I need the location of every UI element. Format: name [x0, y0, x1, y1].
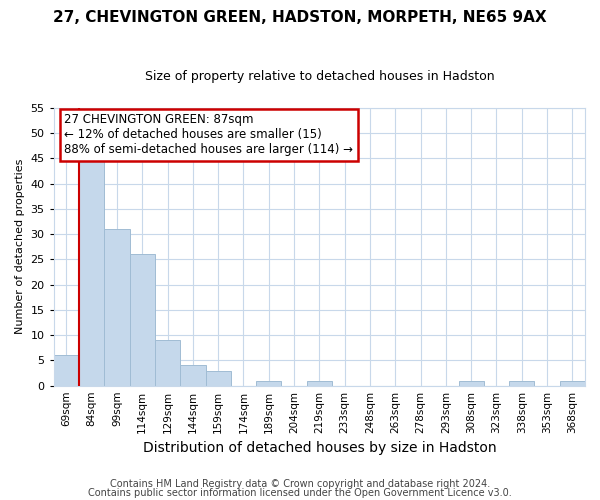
Bar: [509, 380, 535, 386]
X-axis label: Distribution of detached houses by size in Hadston: Distribution of detached houses by size …: [143, 441, 496, 455]
Bar: [104, 229, 130, 386]
Text: 27, CHEVINGTON GREEN, HADSTON, MORPETH, NE65 9AX: 27, CHEVINGTON GREEN, HADSTON, MORPETH, …: [53, 10, 547, 25]
Bar: [458, 380, 484, 386]
Text: Contains HM Land Registry data © Crown copyright and database right 2024.: Contains HM Land Registry data © Crown c…: [110, 479, 490, 489]
Bar: [180, 366, 206, 386]
Title: Size of property relative to detached houses in Hadston: Size of property relative to detached ho…: [145, 70, 494, 83]
Bar: [307, 380, 332, 386]
Bar: [256, 380, 281, 386]
Bar: [560, 380, 585, 386]
Bar: [79, 154, 104, 386]
Y-axis label: Number of detached properties: Number of detached properties: [15, 159, 25, 334]
Bar: [206, 370, 231, 386]
Text: Contains public sector information licensed under the Open Government Licence v3: Contains public sector information licen…: [88, 488, 512, 498]
Text: 27 CHEVINGTON GREEN: 87sqm
← 12% of detached houses are smaller (15)
88% of semi: 27 CHEVINGTON GREEN: 87sqm ← 12% of deta…: [64, 114, 353, 156]
Bar: [130, 254, 155, 386]
Bar: [155, 340, 180, 386]
Bar: [54, 356, 79, 386]
